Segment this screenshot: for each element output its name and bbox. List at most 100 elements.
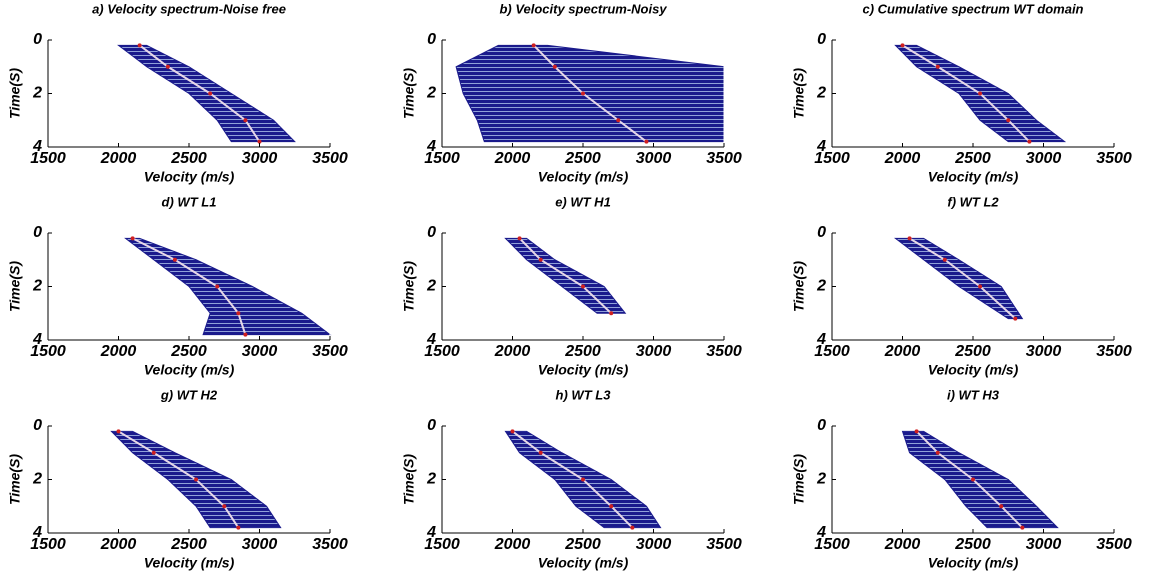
y-tick-label: 2: [426, 278, 436, 295]
peak-point: [616, 118, 621, 123]
x-tick-label: 1500: [424, 536, 460, 553]
y-axis-label: Time(S): [401, 454, 417, 505]
x-axis-label: Velocity (m/s): [928, 362, 1019, 378]
x-axis-label: Velocity (m/s): [144, 169, 235, 185]
panel-title: i) WT H3: [947, 387, 1000, 402]
peak-point: [137, 43, 142, 48]
y-axis-label: Time(S): [401, 261, 417, 312]
peak-point: [510, 429, 515, 434]
x-tick-label: 1500: [814, 536, 850, 553]
peak-point: [552, 64, 557, 69]
x-tick-label: 3500: [312, 536, 348, 553]
peak-point: [1027, 139, 1032, 144]
x-axis-label: Velocity (m/s): [144, 555, 235, 571]
y-axis-label: Time(S): [791, 454, 807, 505]
x-tick-label: 2500: [954, 343, 991, 360]
x-tick-label: 3000: [1026, 343, 1062, 360]
y-tick-label: 2: [32, 471, 42, 488]
y-axis-label: Time(S): [7, 261, 23, 312]
peak-point: [116, 429, 121, 434]
x-tick-label: 3500: [1096, 150, 1132, 167]
y-tick-label: 0: [33, 224, 42, 241]
x-tick-label: 2000: [100, 150, 137, 167]
y-tick-label: 0: [817, 417, 826, 434]
y-tick-label: 0: [427, 224, 436, 241]
y-tick-label: 2: [32, 85, 42, 102]
panel-title: c) Cumulative spectrum WT domain: [862, 1, 1083, 16]
x-tick-label: 1500: [814, 150, 850, 167]
peak-point: [935, 450, 940, 455]
x-tick-label: 2500: [170, 150, 207, 167]
y-tick-label: 4: [426, 138, 436, 155]
x-tick-label: 2500: [564, 343, 601, 360]
x-tick-label: 2500: [170, 536, 207, 553]
x-tick-label: 3500: [706, 150, 742, 167]
spectrum-band: [455, 44, 725, 143]
panel-title: g) WT H2: [160, 387, 218, 402]
y-tick-label: 2: [816, 85, 826, 102]
y-tick-label: 0: [817, 224, 826, 241]
peak-point: [538, 257, 543, 262]
x-tick-label: 2500: [170, 343, 207, 360]
x-tick-label: 3000: [636, 536, 672, 553]
x-tick-label: 2500: [954, 536, 991, 553]
y-tick-label: 4: [32, 138, 42, 155]
y-tick-label: 2: [816, 278, 826, 295]
x-tick-label: 1500: [30, 343, 66, 360]
x-tick-label: 3500: [312, 150, 348, 167]
peak-point: [165, 64, 170, 69]
y-axis-label: Time(S): [7, 68, 23, 119]
x-tick-label: 3000: [636, 150, 672, 167]
panel-title: d) WT L1: [162, 194, 217, 209]
y-tick-label: 4: [426, 331, 436, 348]
peak-point: [978, 284, 983, 289]
peak-point: [1013, 316, 1018, 321]
peak-point: [130, 236, 135, 241]
x-tick-label: 2000: [884, 343, 921, 360]
y-tick-label: 4: [32, 331, 42, 348]
peak-point: [222, 504, 227, 509]
peak-point: [208, 91, 213, 96]
peak-point: [581, 91, 585, 96]
spectrum-peak: [909, 237, 1016, 320]
peak-point: [1006, 118, 1011, 123]
x-tick-label: 3500: [1096, 343, 1132, 360]
x-axis-label: Velocity (m/s): [144, 362, 235, 378]
y-tick-label: 4: [32, 524, 42, 541]
x-axis-label: Velocity (m/s): [928, 169, 1019, 185]
x-tick-label: 2000: [494, 343, 531, 360]
peak-point: [942, 257, 947, 262]
panel-title: e) WT H1: [555, 194, 611, 209]
spectrum-peak: [518, 237, 612, 314]
peak-point: [151, 450, 156, 455]
peak-point: [243, 118, 248, 123]
x-tick-label: 2000: [100, 343, 137, 360]
peak-point: [172, 257, 177, 262]
x-tick-label: 1500: [424, 343, 460, 360]
peak-point: [907, 236, 912, 241]
x-tick-label: 3500: [706, 343, 742, 360]
peak-point: [971, 477, 975, 482]
peak-point: [243, 332, 248, 337]
peak-point: [609, 504, 614, 509]
peak-point: [935, 64, 940, 69]
peak-point: [194, 477, 199, 482]
x-tick-label: 3000: [1026, 536, 1062, 553]
x-axis-label: Velocity (m/s): [538, 362, 629, 378]
y-tick-label: 0: [817, 31, 826, 48]
x-tick-label: 1500: [30, 150, 66, 167]
y-axis-label: Time(S): [791, 261, 807, 312]
x-tick-label: 2500: [564, 536, 601, 553]
peak-point: [236, 525, 241, 530]
y-axis-label: Time(S): [401, 68, 417, 119]
x-tick-label: 2000: [494, 536, 531, 553]
panel-title: b) Velocity spectrum-Noisy: [499, 1, 667, 16]
y-tick-label: 4: [426, 524, 436, 541]
y-tick-label: 4: [816, 524, 826, 541]
x-axis-label: Velocity (m/s): [928, 555, 1019, 571]
peak-point: [538, 450, 543, 455]
x-tick-label: 2500: [954, 150, 991, 167]
panel-title: a) Velocity spectrum-Noise free: [92, 1, 286, 16]
y-tick-label: 4: [816, 331, 826, 348]
